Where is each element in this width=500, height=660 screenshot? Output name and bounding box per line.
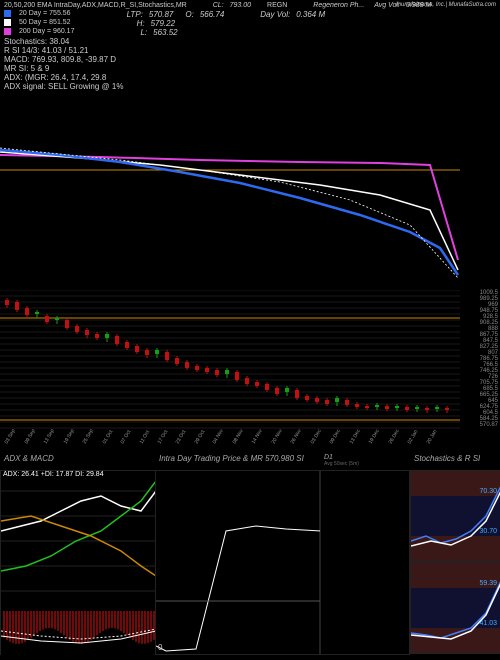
- date-axis: 28 Aug03 Sep09 Sep13 Sep19 Sep25 Sep01 O…: [0, 432, 460, 452]
- intra-title: Intra Day Trading Price & MR 570,980 SI: [155, 454, 320, 467]
- stoch-title: Stochastics & R SI: [410, 454, 500, 467]
- d1-sub: Avg 50sec (5m): [324, 461, 406, 467]
- adx-title: ADX & MACD: [0, 454, 155, 467]
- stochastics-panel: 70.30 30.70: [410, 470, 500, 562]
- rsi-panel: 59.39 41.03: [410, 562, 500, 654]
- bottom-panels: ADX: 26.41 +DI: 17.87 DI: 29.84 0 70.30 3…: [0, 470, 500, 660]
- d1-title: D1: [324, 454, 406, 461]
- ema-chart: [0, 0, 460, 290]
- svg-text:70.30: 70.30: [479, 488, 497, 495]
- svg-text:41.03: 41.03: [479, 620, 497, 627]
- adx-values: ADX: 26.41 +DI: 17.87 DI: 29.84: [3, 471, 104, 478]
- intraday-panel: 0: [155, 470, 320, 655]
- d1-panel: [320, 470, 410, 655]
- adx-macd-panel: ADX: 26.41 +DI: 17.87 DI: 29.84: [0, 470, 155, 655]
- subpanel-titles: ADX & MACD Intra Day Trading Price & MR …: [0, 454, 500, 467]
- zero-label: 0: [158, 643, 162, 652]
- svg-text:59.39: 59.39: [479, 580, 497, 587]
- candle-chart: [0, 290, 460, 430]
- svg-text:30.70: 30.70: [479, 528, 497, 535]
